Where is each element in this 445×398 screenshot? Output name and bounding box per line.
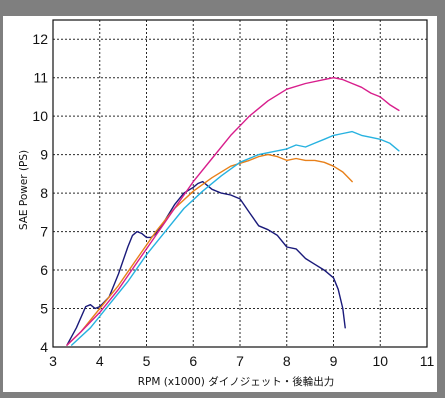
plot-border bbox=[52, 19, 428, 348]
y-axis-label: SAE Power (PS) bbox=[18, 150, 30, 230]
x-tick-label: 11 bbox=[420, 353, 435, 369]
series-line-2 bbox=[66, 153, 353, 346]
x-tick-label: 8 bbox=[283, 353, 291, 369]
x-tick-label: 4 bbox=[96, 353, 104, 369]
y-tick-label: 6 bbox=[40, 262, 48, 278]
y-tick-label: 7 bbox=[40, 224, 48, 240]
series-line-3 bbox=[70, 130, 400, 346]
y-tick-label: 5 bbox=[40, 301, 48, 317]
x-tick-label: 3 bbox=[49, 353, 57, 369]
x-tick-label: 7 bbox=[236, 353, 244, 369]
x-axis-label: RPM (x1000) ダイノジェット・後輪出力 bbox=[138, 375, 335, 388]
grid bbox=[53, 20, 427, 347]
y-tick-label: 9 bbox=[40, 147, 48, 163]
y-tick-label: 4 bbox=[40, 339, 48, 355]
x-tick-label: 5 bbox=[143, 353, 151, 369]
series-line-1 bbox=[66, 180, 346, 346]
y-tick-label: 10 bbox=[32, 108, 48, 124]
y-tick-label: 11 bbox=[33, 70, 48, 86]
x-tick-label: 9 bbox=[330, 353, 338, 369]
y-tick-label: 12 bbox=[32, 31, 48, 47]
series-line-4 bbox=[66, 76, 400, 346]
y-tick-label: 8 bbox=[40, 185, 48, 201]
x-tick-label: 6 bbox=[189, 353, 197, 369]
x-tick-label: 10 bbox=[372, 353, 388, 369]
series-group bbox=[66, 76, 400, 346]
